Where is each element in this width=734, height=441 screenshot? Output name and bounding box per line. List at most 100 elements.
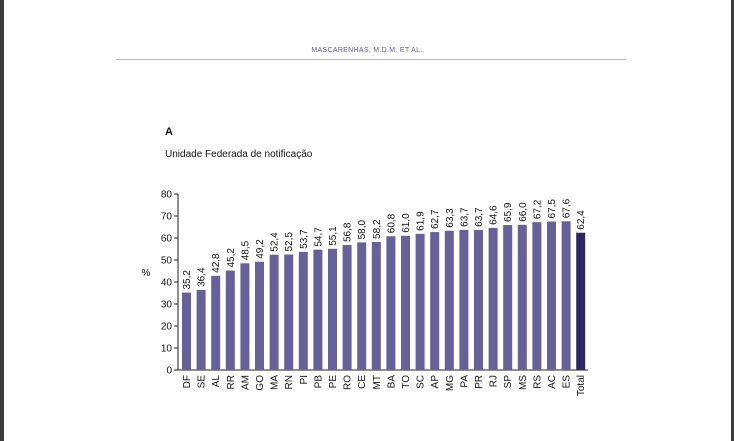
value-label: 61,0 bbox=[401, 213, 412, 233]
x-tick-labels: DF SE AL RR AM GO MA RN PI PB PE RO CE MT BA TO SC AP MG PA… bbox=[182, 375, 587, 397]
bar-to bbox=[401, 235, 410, 370]
x-tick-label: MT bbox=[372, 375, 383, 389]
x-tick-label: PR bbox=[474, 375, 485, 389]
x-tick-label: TO bbox=[401, 375, 412, 389]
value-label: 67,5 bbox=[547, 199, 558, 219]
value-label: 63,7 bbox=[474, 207, 485, 227]
x-tick-label: MS bbox=[518, 375, 529, 390]
value-label: 56,8 bbox=[343, 222, 354, 242]
x-tick-label: AP bbox=[430, 375, 441, 389]
value-label: 58,0 bbox=[357, 219, 368, 239]
x-tick-label: RJ bbox=[489, 375, 500, 387]
panel-letter: A bbox=[165, 126, 173, 138]
value-label: 60,8 bbox=[386, 213, 397, 233]
value-label: 54,7 bbox=[313, 227, 324, 247]
value-label: 55,1 bbox=[328, 226, 339, 246]
value-label: 66,0 bbox=[518, 202, 529, 222]
bar-mg bbox=[444, 230, 454, 370]
value-label: 67,2 bbox=[532, 199, 543, 219]
x-tick-label: RS bbox=[532, 375, 543, 389]
x-tick-label: AC bbox=[547, 375, 558, 389]
bar-ro bbox=[342, 245, 352, 370]
running-head: MASCARENHAS, M.D.M. ET AL. bbox=[311, 47, 423, 54]
x-tick-label: AM bbox=[240, 375, 251, 390]
x-tick-label: PI bbox=[299, 375, 310, 384]
value-label: 45,2 bbox=[226, 248, 237, 268]
value-label: 52,5 bbox=[284, 232, 295, 252]
bar-am bbox=[240, 263, 250, 370]
value-label: 49,2 bbox=[255, 239, 266, 259]
bar-ap bbox=[430, 232, 440, 370]
bar-pa bbox=[459, 229, 469, 370]
value-label: 65,9 bbox=[503, 202, 514, 222]
value-label: 36,4 bbox=[197, 267, 208, 287]
bar-ce bbox=[357, 242, 367, 370]
y-tick-label: 70 bbox=[161, 212, 173, 223]
value-label: 48,5 bbox=[240, 240, 251, 260]
x-tick-label: PE bbox=[328, 375, 339, 389]
y-tick-label: 60 bbox=[161, 234, 173, 245]
bar-series bbox=[182, 221, 586, 370]
value-label: 63,7 bbox=[459, 207, 470, 227]
x-tick-label: MA bbox=[270, 375, 281, 390]
bar-al bbox=[211, 275, 221, 370]
bar-ba bbox=[386, 236, 396, 370]
y-tick-label: 30 bbox=[161, 300, 173, 311]
value-label: 63,3 bbox=[445, 208, 456, 228]
x-tick-label: Total bbox=[576, 375, 587, 396]
value-label: 62,7 bbox=[430, 209, 441, 229]
header-rule bbox=[116, 59, 626, 60]
bar-pr bbox=[474, 229, 483, 370]
x-tick-label: SP bbox=[503, 375, 514, 389]
bar-pi bbox=[298, 251, 308, 370]
x-tick-label: SC bbox=[416, 375, 427, 389]
bar-pe bbox=[328, 248, 337, 370]
y-tick-label: 20 bbox=[161, 322, 173, 333]
value-label: 58,2 bbox=[372, 219, 383, 239]
x-tick-label: CE bbox=[357, 375, 368, 389]
bar-ms bbox=[517, 224, 527, 370]
bar-ma bbox=[269, 254, 279, 370]
y-tick-label: 80 bbox=[161, 190, 173, 201]
y-axis-label: % bbox=[142, 268, 151, 279]
x-tick-label: BA bbox=[386, 375, 397, 389]
y-tick-label: 10 bbox=[161, 344, 173, 355]
y-axis: 0 10 20 30 40 50 60 70 80 bbox=[161, 190, 589, 377]
x-tick-label: MG bbox=[445, 375, 456, 391]
x-tick-label: RO bbox=[343, 375, 354, 390]
value-label: 62,4 bbox=[576, 210, 587, 230]
bar-rn bbox=[284, 254, 294, 370]
value-label: 53,7 bbox=[299, 229, 310, 249]
page-border-left bbox=[0, 0, 4, 441]
bar-df bbox=[182, 292, 191, 370]
bar-sc bbox=[415, 233, 425, 370]
panel-title: Unidade Federada de notificação bbox=[165, 149, 313, 160]
value-label: 64,6 bbox=[489, 205, 500, 225]
y-tick-label: 50 bbox=[161, 256, 173, 267]
bar-se bbox=[196, 289, 206, 370]
bar-total bbox=[576, 232, 586, 370]
x-tick-label: DF bbox=[182, 375, 193, 388]
value-label: 42,8 bbox=[211, 253, 222, 273]
bar-es bbox=[561, 221, 571, 370]
bar-go bbox=[255, 261, 264, 370]
value-label: 67,6 bbox=[562, 198, 573, 218]
bar-rs bbox=[532, 222, 542, 370]
bar-sp bbox=[503, 225, 513, 370]
y-tick-label: 40 bbox=[161, 278, 173, 289]
x-tick-label: PB bbox=[313, 375, 324, 389]
bar-rj bbox=[488, 227, 498, 370]
bar-mt bbox=[371, 241, 381, 370]
x-tick-label: PA bbox=[459, 375, 470, 388]
x-tick-label: SE bbox=[197, 375, 208, 389]
bar-rr bbox=[225, 270, 235, 370]
y-tick-label: 0 bbox=[166, 366, 172, 377]
value-label: 35,2 bbox=[182, 270, 193, 290]
bar-pb bbox=[313, 249, 323, 370]
x-tick-label: RN bbox=[284, 375, 295, 389]
page-border-right bbox=[731, 0, 734, 441]
value-label: 61,9 bbox=[416, 211, 427, 231]
x-tick-label: ES bbox=[562, 375, 573, 389]
x-tick-label: AL bbox=[211, 375, 222, 388]
